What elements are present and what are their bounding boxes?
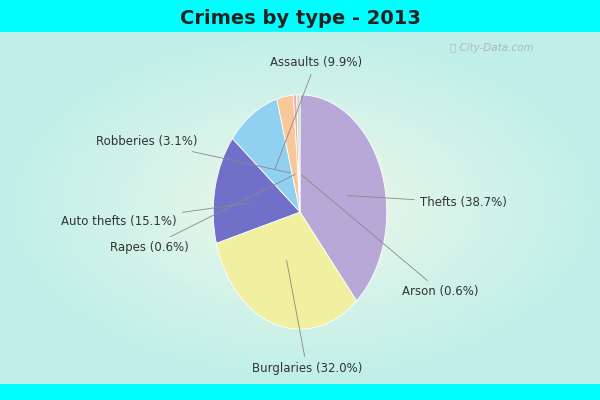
Text: Crimes by type - 2013: Crimes by type - 2013	[179, 8, 421, 28]
Wedge shape	[293, 95, 300, 212]
Text: Robberies (3.1%): Robberies (3.1%)	[96, 135, 290, 173]
Text: Arson (0.6%): Arson (0.6%)	[301, 175, 479, 298]
Wedge shape	[213, 138, 300, 243]
Text: ⓘ City-Data.com: ⓘ City-Data.com	[450, 43, 534, 53]
Text: Auto thefts (15.1%): Auto thefts (15.1%)	[61, 203, 251, 228]
Wedge shape	[232, 99, 300, 212]
Text: Thefts (38.7%): Thefts (38.7%)	[347, 196, 506, 209]
Text: Rapes (0.6%): Rapes (0.6%)	[110, 174, 295, 254]
Wedge shape	[217, 212, 356, 329]
Text: Assaults (9.9%): Assaults (9.9%)	[269, 56, 362, 170]
Wedge shape	[297, 95, 300, 212]
Wedge shape	[277, 95, 300, 212]
Wedge shape	[300, 95, 387, 301]
Text: Burglaries (32.0%): Burglaries (32.0%)	[252, 260, 362, 375]
